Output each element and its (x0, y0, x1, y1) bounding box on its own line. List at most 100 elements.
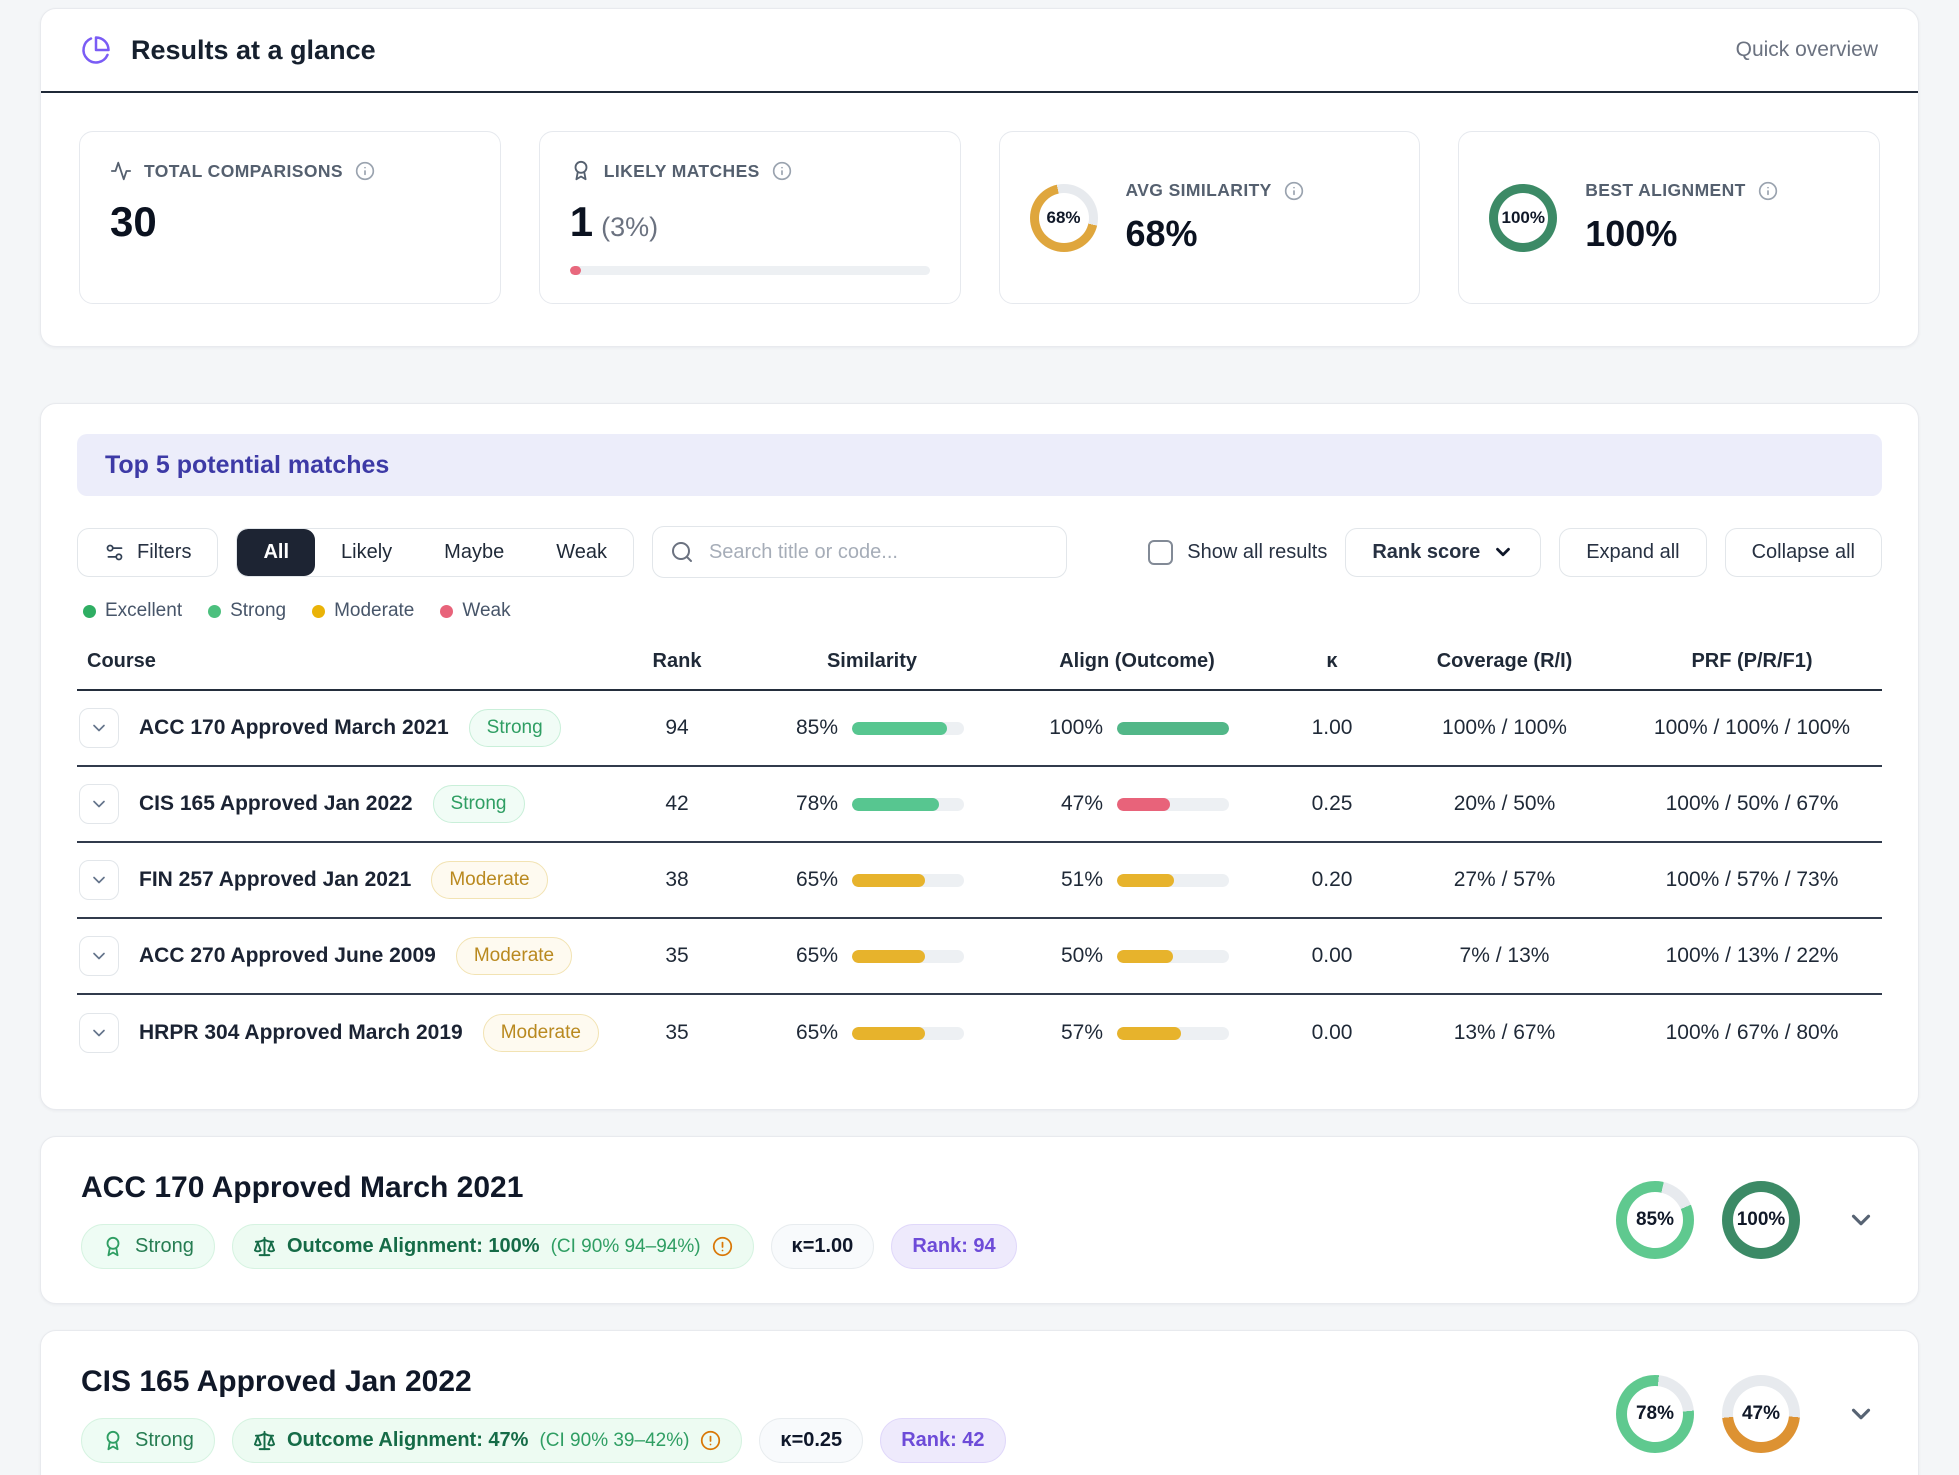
prf-value: 100% / 13% / 22% (1622, 944, 1882, 968)
chevron-down-icon[interactable] (1846, 1205, 1876, 1235)
segment-weak[interactable]: Weak (530, 529, 633, 576)
legend-dot-icon (83, 605, 96, 618)
align-bar (1117, 1027, 1229, 1040)
align-bar (1117, 798, 1229, 811)
chevron-down-icon[interactable] (1846, 1399, 1876, 1429)
info-icon[interactable] (772, 161, 792, 181)
stat-label: BEST ALIGNMENT (1585, 180, 1746, 201)
similarity-bar (852, 798, 964, 811)
kappa-value: 0.20 (1277, 868, 1387, 892)
info-icon[interactable] (1758, 181, 1778, 201)
align-bar (1117, 722, 1229, 735)
matches-table: Course Rank Similarity Align (Outcome) κ… (77, 650, 1882, 1071)
stat-label: LIKELY MATCHES (604, 161, 760, 182)
col-align: Align (Outcome) (997, 650, 1277, 673)
stat-value: 1(3%) (570, 198, 930, 246)
legend-item: Moderate (312, 600, 414, 622)
info-icon[interactable] (1284, 181, 1304, 201)
rank-pill: Rank: 94 (891, 1224, 1016, 1269)
glance-header: Results at a glance Quick overview (41, 9, 1918, 93)
alignment-donut: 47% (1722, 1375, 1800, 1453)
rank-value: 94 (607, 716, 747, 740)
outcome-alignment-pill: Outcome Alignment: 100% (CI 90% 94–94%) (232, 1224, 754, 1269)
pie-chart-icon (81, 35, 111, 65)
collapse-all-button[interactable]: Collapse all (1725, 528, 1882, 577)
stat-label: TOTAL COMPARISONS (144, 161, 343, 182)
stat-value: 30 (110, 198, 470, 246)
align-value: 47% (1045, 792, 1103, 816)
rank-value: 42 (607, 792, 747, 816)
search-icon (670, 540, 694, 569)
row-expander-button[interactable] (79, 784, 119, 824)
course-name: FIN 257 Approved Jan 2021 (139, 868, 411, 892)
warning-icon[interactable] (700, 1430, 721, 1451)
segment-likely[interactable]: Likely (315, 529, 418, 576)
course-name: ACC 270 Approved June 2009 (139, 944, 436, 968)
table-row: ACC 270 Approved June 2009 Moderate 35 6… (77, 919, 1882, 995)
scales-icon (253, 1429, 276, 1452)
kappa-value: 0.00 (1277, 1021, 1387, 1045)
segment-filter: All Likely Maybe Weak (236, 528, 634, 577)
similarity-value: 65% (780, 944, 838, 968)
kappa-value: 0.25 (1277, 792, 1387, 816)
sort-select[interactable]: Rank score (1345, 528, 1541, 577)
kappa-value: 1.00 (1277, 716, 1387, 740)
course-detail-title: ACC 170 Approved March 2021 (81, 1171, 1878, 1205)
info-icon[interactable] (355, 161, 375, 181)
warning-icon[interactable] (712, 1236, 733, 1257)
search-input[interactable] (652, 526, 1067, 578)
similarity-bar (852, 1027, 964, 1040)
likely-matches-bar (570, 266, 930, 275)
filters-button[interactable]: Filters (77, 528, 218, 577)
kappa-pill: κ=0.25 (759, 1418, 863, 1463)
strength-badge: Moderate (456, 937, 572, 975)
table-row: FIN 257 Approved Jan 2021 Moderate 38 65… (77, 843, 1882, 919)
coverage-value: 27% / 57% (1387, 868, 1622, 892)
award-icon (570, 160, 592, 182)
segment-all[interactable]: All (237, 529, 315, 576)
rank-value: 35 (607, 1021, 747, 1045)
award-icon (102, 1236, 124, 1258)
row-expander-button[interactable] (79, 936, 119, 976)
row-expander-button[interactable] (79, 708, 119, 748)
activity-icon (110, 160, 132, 182)
course-name: ACC 170 Approved March 2021 (139, 716, 449, 740)
matches-card: Top 5 potential matches Filters All Like… (40, 403, 1919, 1110)
stat-label: AVG SIMILARITY (1126, 180, 1272, 201)
coverage-value: 20% / 50% (1387, 792, 1622, 816)
row-expander-button[interactable] (79, 860, 119, 900)
prf-value: 100% / 50% / 67% (1622, 792, 1882, 816)
similarity-bar (852, 722, 964, 735)
course-detail-card: ACC 170 Approved March 2021 Strong Outco… (40, 1136, 1919, 1304)
col-prf: PRF (P/R/F1) (1622, 650, 1882, 673)
course-name: CIS 165 Approved Jan 2022 (139, 792, 413, 816)
coverage-value: 7% / 13% (1387, 944, 1622, 968)
search-box (652, 526, 1067, 578)
kappa-pill: κ=1.00 (771, 1224, 875, 1269)
kappa-value: 0.00 (1277, 944, 1387, 968)
prf-value: 100% / 100% / 100% (1622, 716, 1882, 740)
outcome-alignment-pill: Outcome Alignment: 47% (CI 90% 39–42%) (232, 1418, 742, 1463)
chevron-down-icon (1492, 541, 1514, 563)
col-kappa: κ (1277, 650, 1387, 673)
row-expander-button[interactable] (79, 1013, 119, 1053)
legend: ExcellentStrongModerateWeak (83, 600, 1882, 622)
strength-badge: Moderate (431, 861, 547, 899)
expand-all-button[interactable]: Expand all (1559, 528, 1706, 577)
table-row: HRPR 304 Approved March 2019 Moderate 35… (77, 995, 1882, 1071)
show-all-results-toggle[interactable]: Show all results (1148, 540, 1327, 565)
stat-avg-similarity: 68% AVG SIMILARITY 68% (999, 131, 1421, 304)
coverage-value: 100% / 100% (1387, 716, 1622, 740)
table-row: CIS 165 Approved Jan 2022 Strong 42 78% … (77, 767, 1882, 843)
stat-value: 100% (1585, 213, 1778, 255)
course-detail-card: CIS 165 Approved Jan 2022 Strong Outcome… (40, 1330, 1919, 1475)
align-value: 100% (1045, 716, 1103, 740)
stat-best-alignment: 100% BEST ALIGNMENT 100% (1458, 131, 1880, 304)
results-glance-card: Results at a glance Quick overview TOTAL… (40, 8, 1919, 347)
segment-maybe[interactable]: Maybe (418, 529, 530, 576)
best-alignment-donut: 100% (1489, 184, 1557, 252)
checkbox-icon[interactable] (1148, 540, 1173, 565)
similarity-donut: 78% (1616, 1375, 1694, 1453)
scales-icon (253, 1235, 276, 1258)
strength-badge: Moderate (483, 1014, 599, 1052)
